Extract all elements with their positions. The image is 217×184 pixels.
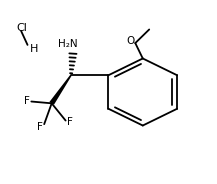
Text: H: H	[30, 43, 39, 54]
Text: F: F	[24, 96, 30, 106]
Text: Cl: Cl	[16, 23, 27, 33]
Polygon shape	[49, 75, 72, 105]
Text: F: F	[37, 121, 43, 132]
Text: O: O	[127, 36, 135, 46]
Text: H₂N: H₂N	[58, 39, 77, 49]
Text: F: F	[67, 117, 73, 127]
